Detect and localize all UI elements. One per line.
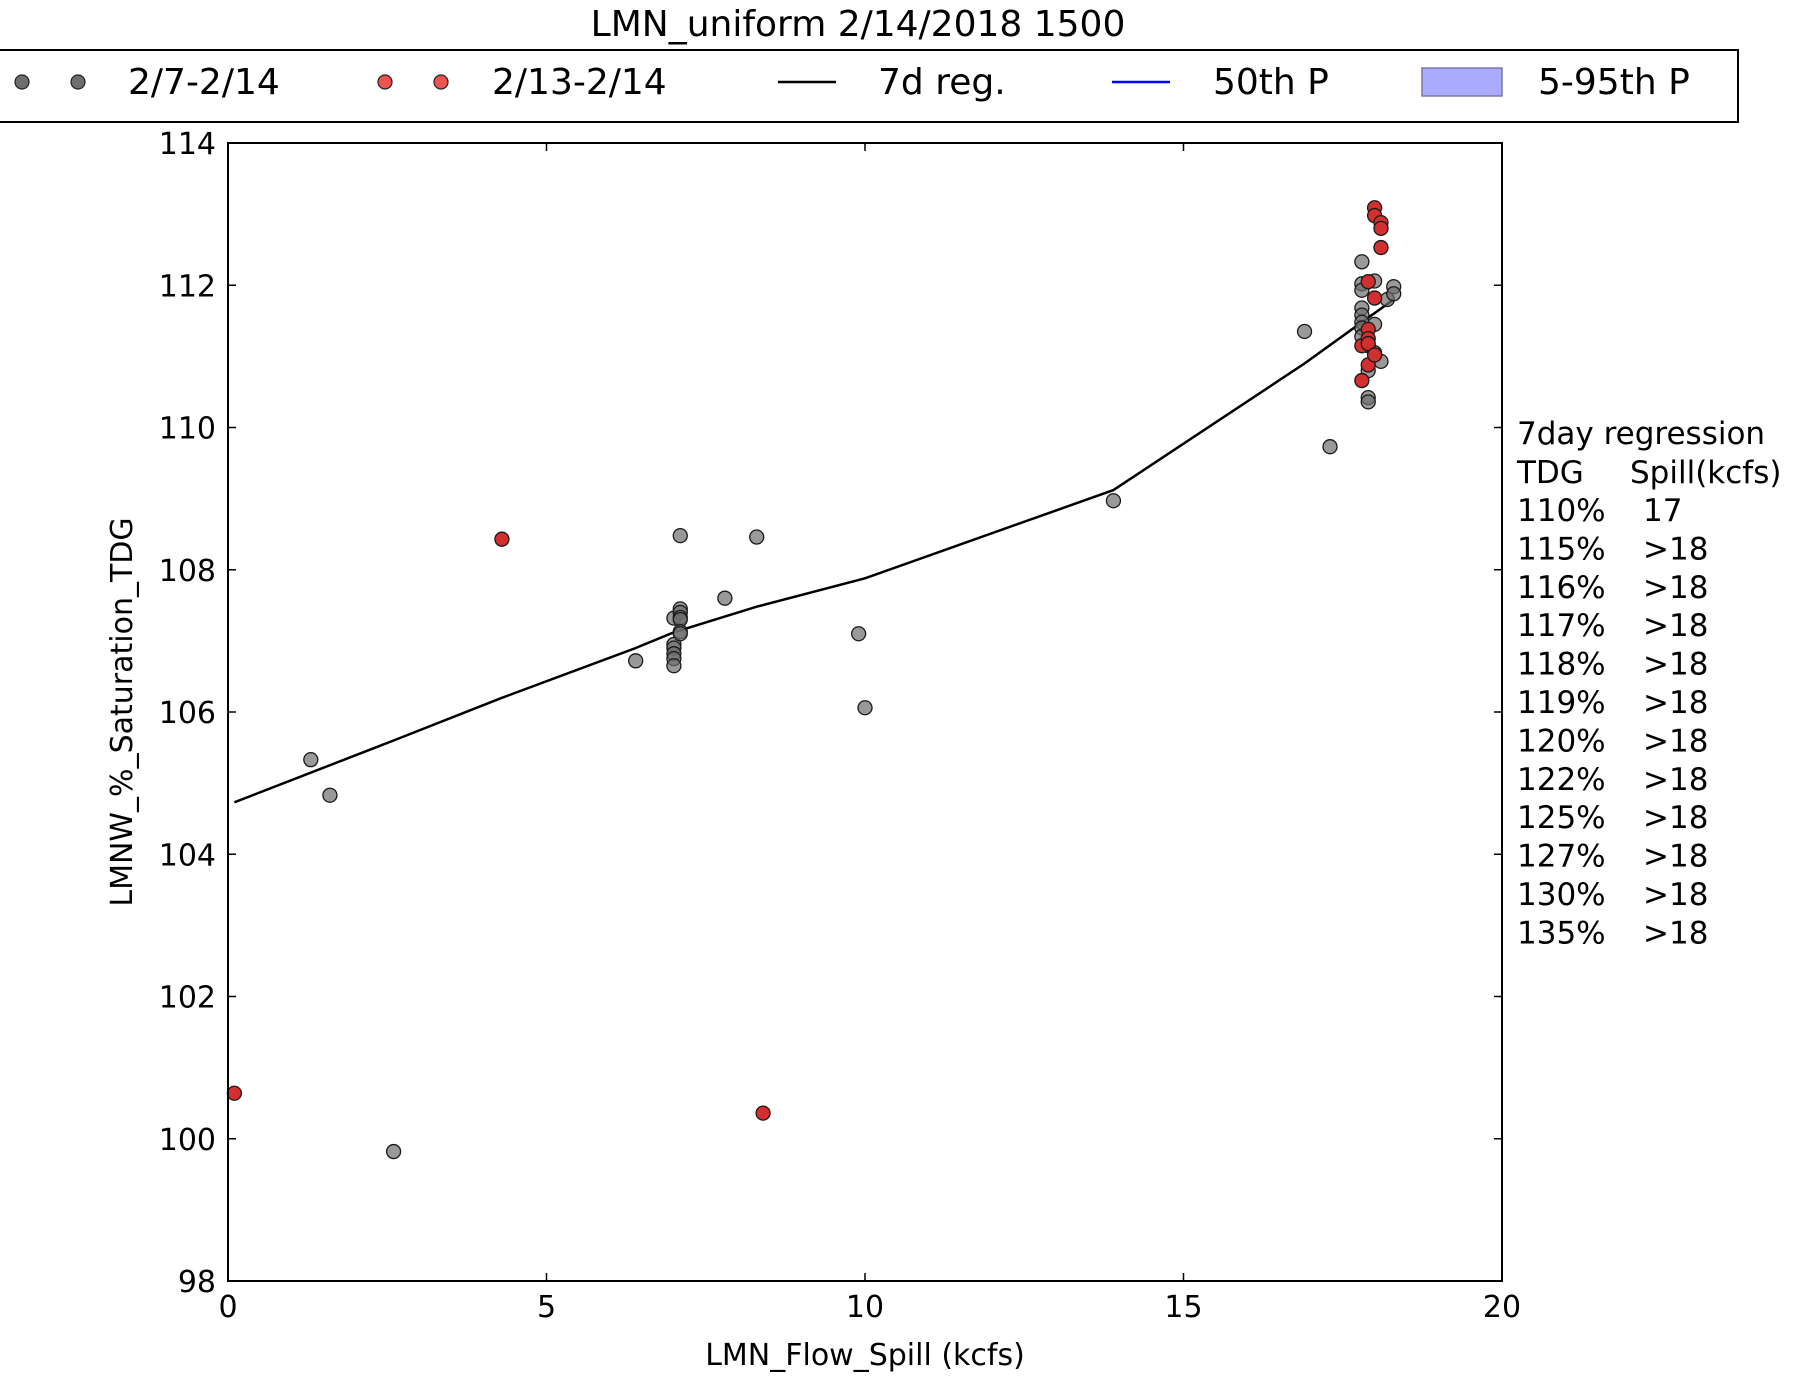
data-point-2-7-2-14	[1322, 439, 1338, 455]
points-layer	[226, 200, 1402, 1160]
data-point-2-7-2-14	[749, 529, 765, 545]
data-point-2-7-2-14	[385, 1143, 402, 1160]
legend-patch-swatch	[1421, 67, 1503, 97]
data-point-2-7-2-14	[857, 700, 873, 716]
legend-label: 7d reg.	[878, 62, 1006, 103]
annotation-tdg-value: 119%	[1517, 685, 1606, 721]
data-point-2-13-2-14	[494, 531, 510, 547]
chart-legend: 2/7-2/14 2/13-2/14 7d reg. 50th P 5-95th P	[0, 49, 1739, 123]
data-point-2-7-2-14	[717, 590, 733, 606]
data-point-2-7-2-14	[672, 527, 688, 544]
annotation-spill-value: >18	[1643, 877, 1708, 913]
annotation-tdg-value: 125%	[1517, 800, 1606, 836]
annotation-col-spill: Spill(kcfs)	[1630, 455, 1781, 491]
x-tick-label: 20	[1483, 1290, 1521, 1325]
x-tick-label: 5	[537, 1290, 556, 1325]
annotation-tdg-value: 117%	[1517, 608, 1606, 644]
data-point-2-13-2-14	[226, 1085, 243, 1101]
data-point-2-7-2-14	[322, 787, 338, 803]
data-point-2-13-2-14	[755, 1105, 771, 1121]
y-tick-label: 108	[159, 554, 216, 589]
annotation-spill-value: >18	[1643, 647, 1708, 683]
annotation-tdg-value: 110%	[1517, 493, 1606, 529]
annotation-spill-value: >18	[1643, 762, 1708, 798]
y-tick-label: 106	[159, 696, 216, 731]
y-tick-label: 114	[159, 127, 216, 162]
axes: 0 5 10 15 20 98 100 102 104 106 108 110 112 114	[159, 127, 1521, 1325]
y-tick-label: 102	[159, 981, 216, 1016]
annotation-spill-value: >18	[1643, 608, 1708, 644]
data-point-2-13-2-14	[1354, 372, 1370, 389]
annotation-col-tdg: TDG	[1516, 455, 1584, 491]
annotation-spill-value: >18	[1643, 570, 1708, 606]
annotation-tdg-value: 116%	[1517, 570, 1606, 606]
data-point-2-7-2-14	[1296, 323, 1313, 340]
legend-marker	[14, 74, 30, 90]
data-point-2-7-2-14	[303, 752, 319, 768]
legend-marker	[377, 74, 393, 90]
y-axis-label: LMNW_%_Saturation_TDG	[105, 517, 140, 906]
y-tick-label: 112	[159, 269, 216, 304]
legend-label: 50th P	[1213, 62, 1329, 103]
annotation-tdg-value: 120%	[1517, 723, 1606, 759]
data-point-2-7-2-14	[666, 658, 682, 674]
data-point-2-13-2-14	[1366, 347, 1383, 363]
annotation-spill-value: >18	[1643, 839, 1708, 875]
data-point-2-7-2-14	[1105, 493, 1122, 509]
data-point-2-7-2-14	[1386, 286, 1402, 302]
y-tick-label: 104	[159, 838, 216, 873]
annotation-tdg-value: 135%	[1517, 915, 1606, 951]
annotation-spill-value: >18	[1643, 723, 1708, 759]
plot-frame	[227, 142, 1503, 1282]
data-point-2-13-2-14	[1360, 274, 1376, 290]
legend-label: 2/13-2/14	[492, 62, 667, 103]
x-tick-label: 15	[1164, 1290, 1202, 1325]
annotation-tdg-value: 115%	[1517, 531, 1606, 567]
legend-marker	[433, 74, 449, 90]
annotation-spill-value: >18	[1643, 800, 1708, 836]
annotation-tdg-value: 127%	[1517, 839, 1606, 875]
legend-marker	[70, 74, 86, 90]
plot-area: 0 5 10 15 20 98 100 102 104 106 108 110 112 114	[159, 127, 1521, 1325]
data-point-2-7-2-14	[850, 626, 867, 642]
data-point-2-13-2-14	[1360, 335, 1376, 352]
data-point-2-7-2-14	[628, 653, 644, 669]
annotation-tdg-value: 118%	[1517, 647, 1606, 683]
y-tick-label: 100	[159, 1123, 216, 1158]
data-point-2-13-2-14	[1373, 239, 1389, 256]
regression-layer	[233, 298, 1395, 804]
annotation-tdg-value: 130%	[1517, 877, 1606, 913]
x-axis-label: LMN_Flow_Spill (kcfs)	[705, 1338, 1025, 1373]
annotation-spill-value: >18	[1643, 915, 1708, 951]
annotation-heading: 7day regression	[1517, 416, 1765, 452]
data-point-2-13-2-14	[1366, 290, 1383, 306]
y-tick-label: 110	[159, 412, 216, 447]
data-point-2-7-2-14	[1354, 254, 1370, 270]
y-tick-label: 98	[178, 1265, 216, 1300]
annotation-spill-value: >18	[1643, 531, 1708, 567]
x-tick-label: 10	[846, 1290, 884, 1325]
legend-label: 2/7-2/14	[128, 62, 280, 103]
x-tick-label: 0	[218, 1290, 237, 1325]
annotation-spill-value: 17	[1643, 493, 1682, 529]
data-point-2-7-2-14	[1360, 394, 1376, 410]
legend-label: 5-95th P	[1538, 62, 1690, 103]
annotation-spill-value: >18	[1643, 685, 1708, 721]
data-point-2-13-2-14	[1373, 220, 1389, 237]
chart-title: LMN_uniform 2/14/2018 1500	[591, 4, 1126, 45]
regression-line	[233, 298, 1395, 804]
data-point-2-7-2-14	[672, 626, 688, 642]
annotation-tdg-value: 122%	[1517, 762, 1606, 798]
